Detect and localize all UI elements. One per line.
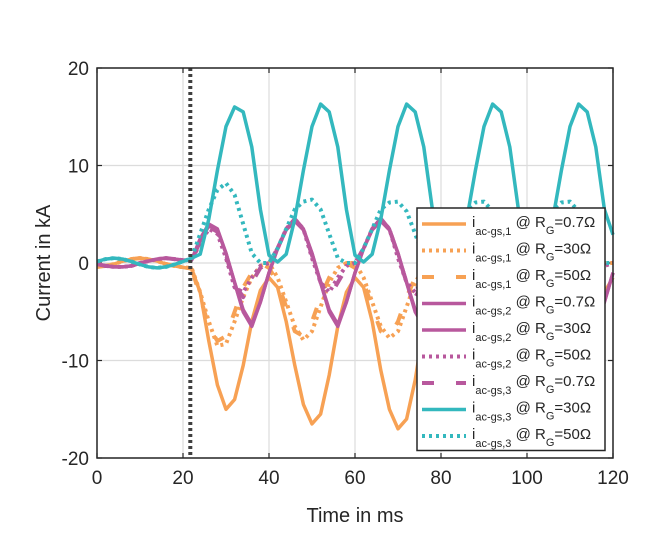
legend-item: iac-gs,1 @ RG=0.7Ω [422, 214, 595, 238]
legend-label: iac-gs,1 @ RG=0.7Ω [472, 214, 595, 238]
legend-label: iac-gs,2 @ RG=50Ω [472, 347, 591, 371]
y-tick-label: -10 [62, 352, 89, 373]
x-tick-label: 80 [430, 468, 451, 489]
y-tick-label: 0 [78, 254, 89, 275]
x-tick-label: 120 [597, 468, 629, 489]
y-tick-label: 10 [68, 157, 89, 178]
legend-label: iac-gs,2 @ RG=30Ω [472, 320, 591, 344]
legend-label-part: ac-gs,2 [475, 332, 511, 344]
legend-item: iac-gs,1 @ RG=30Ω [422, 241, 591, 265]
legend-label-part: @ R [511, 214, 546, 231]
legend-label-part: G [546, 225, 555, 237]
x-tick-label: 100 [511, 468, 543, 489]
legend-label-part: =0.7Ω [554, 214, 595, 231]
x-tick-label: 0 [92, 468, 103, 489]
legend-label-part: G [546, 331, 555, 343]
legend-label-part: =50Ω [554, 267, 591, 284]
legend-label-part: G [546, 411, 555, 423]
legend-label-part: @ R [511, 320, 546, 337]
legend-label-part: @ R [511, 347, 546, 364]
legend-label-part: @ R [511, 241, 546, 258]
legend-label-part: G [546, 437, 555, 449]
legend-label-part: G [546, 305, 555, 317]
legend-label-part: i [472, 214, 475, 231]
legend-label-part: @ R [511, 426, 546, 443]
legend-label-part: @ R [511, 373, 546, 390]
legend-label-part: =50Ω [554, 426, 591, 443]
legend-label-part: @ R [511, 400, 546, 417]
y-tick-label: -20 [62, 449, 89, 470]
legend-label-part: =0.7Ω [554, 294, 595, 311]
legend-label-part: =30Ω [554, 400, 591, 417]
x-axis-label: Time in ms [306, 505, 403, 527]
legend-label-part: i [472, 267, 475, 284]
legend-label: iac-gs,3 @ RG=30Ω [472, 400, 591, 424]
legend-label-part: @ R [511, 267, 546, 284]
legend-label-part: =30Ω [554, 241, 591, 258]
legend-item: iac-gs,2 @ RG=0.7Ω [422, 294, 595, 318]
legend-item: iac-gs,2 @ RG=30Ω [422, 320, 591, 344]
legend-item: iac-gs,3 @ RG=30Ω [422, 400, 591, 424]
legend-item: iac-gs,1 @ RG=50Ω [422, 267, 591, 291]
legend-label: iac-gs,3 @ RG=50Ω [472, 426, 591, 450]
legend-label-part: @ R [511, 294, 546, 311]
legend-label-part: i [472, 426, 475, 443]
legend-label-part: G [546, 252, 555, 264]
legend-label-part: i [472, 373, 475, 390]
legend-label-part: G [546, 278, 555, 290]
legend-label: iac-gs,3 @ RG=0.7Ω [472, 373, 595, 397]
legend-label: iac-gs,1 @ RG=30Ω [472, 241, 591, 265]
legend-label-part: G [546, 384, 555, 396]
legend-label-part: =0.7Ω [554, 373, 595, 390]
legend-label-part: ac-gs,1 [475, 279, 511, 291]
legend-label-part: ac-gs,1 [475, 226, 511, 238]
legend-label-part: =50Ω [554, 347, 591, 364]
y-axis-label: Current in kA [33, 204, 55, 321]
axes-box [96, 67, 614, 459]
x-tick-label: 20 [172, 468, 193, 489]
legend-label-part: i [472, 320, 475, 337]
legend-label-part: ac-gs,1 [475, 253, 511, 265]
legend-item: iac-gs,2 @ RG=50Ω [422, 347, 591, 371]
legend-label-part: ac-gs,3 [475, 385, 511, 397]
legend-label-part: i [472, 347, 475, 364]
x-tick-label: 60 [344, 468, 365, 489]
legend-label-part: ac-gs,3 [475, 438, 511, 450]
x-tick-label: 40 [258, 468, 279, 489]
legend-label-part: ac-gs,2 [475, 359, 511, 371]
legend-label-part: G [546, 358, 555, 370]
legend-label-part: =30Ω [554, 320, 591, 337]
y-tick-label: 20 [68, 59, 89, 80]
legend-item: iac-gs,3 @ RG=50Ω [422, 426, 591, 450]
legend-label-part: i [472, 241, 475, 258]
legend-label-part: ac-gs,3 [475, 412, 511, 424]
legend-label: iac-gs,1 @ RG=50Ω [472, 267, 591, 291]
legend-label: iac-gs,2 @ RG=0.7Ω [472, 294, 595, 318]
legend-label-part: i [472, 400, 475, 417]
legend-label-part: ac-gs,2 [475, 306, 511, 318]
legend-item: iac-gs,3 @ RG=0.7Ω [422, 373, 595, 397]
legend-label-part: i [472, 294, 475, 311]
